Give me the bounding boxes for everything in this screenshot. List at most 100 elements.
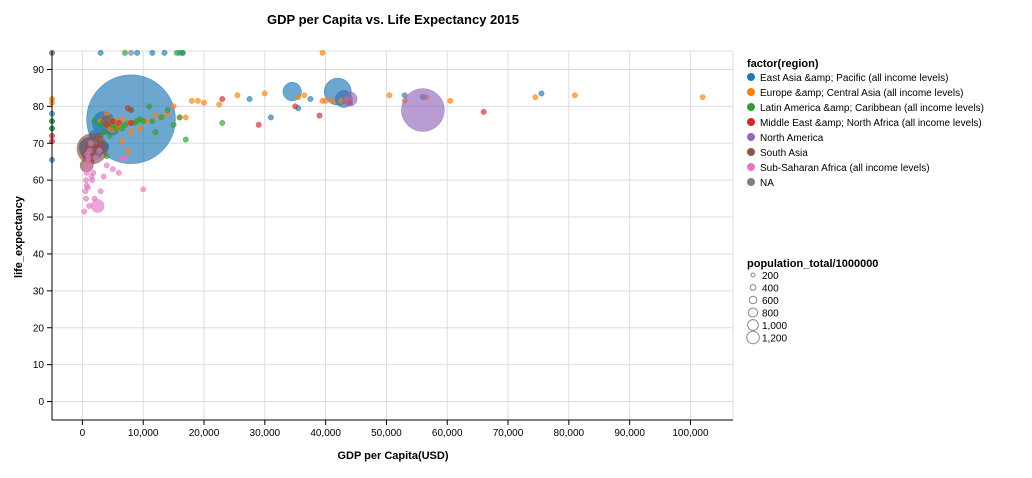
legend-label: North America (760, 133, 824, 144)
size-legend-title: population_total/1000000 (747, 258, 878, 270)
data-point (267, 114, 274, 121)
data-point (182, 114, 189, 121)
x-tick-label: 100,000 (672, 428, 709, 439)
y-tick-label: 20 (33, 323, 45, 334)
data-point (401, 88, 445, 132)
data-point (87, 162, 94, 169)
legend-label: South Asia (760, 148, 808, 159)
data-point (571, 92, 578, 99)
x-tick-label: 40,000 (310, 428, 341, 439)
data-point (261, 90, 268, 97)
data-point (152, 112, 159, 119)
legend-swatch (747, 103, 755, 111)
y-tick-label: 30 (33, 286, 45, 297)
data-point (152, 129, 159, 136)
data-point (81, 208, 88, 215)
data-point (246, 96, 253, 102)
data-point (122, 155, 128, 161)
data-point (292, 103, 299, 110)
data-point (137, 116, 144, 123)
x-tick-label: 80,000 (554, 428, 585, 439)
y-tick-label: 50 (33, 213, 45, 224)
data-point (316, 112, 323, 119)
y-tick-label: 70 (33, 139, 45, 150)
size-legend-label: 200 (762, 271, 779, 282)
y-tick-label: 90 (33, 65, 45, 76)
data-point (322, 97, 329, 104)
data-point (86, 203, 93, 209)
legend-swatch (747, 148, 755, 156)
data-point (87, 140, 94, 147)
legend-label: Sub-Saharan Africa (all income levels) (760, 163, 930, 174)
x-tick-label: 20,000 (189, 428, 220, 439)
data-point (122, 121, 128, 128)
data-point (103, 162, 110, 169)
y-tick-label: 10 (33, 360, 45, 371)
data-point (149, 49, 156, 56)
data-point (319, 49, 326, 56)
data-point (170, 103, 177, 110)
x-tick-label: 10,000 (128, 428, 159, 439)
y-tick-label: 80 (33, 102, 45, 113)
data-point (122, 49, 128, 56)
data-point (447, 97, 454, 104)
data-point (146, 103, 153, 110)
legend-label: Europe &amp; Central Asia (all income le… (760, 88, 963, 99)
data-point (89, 177, 96, 184)
legend-label: East Asia &amp; Pacific (all income leve… (760, 73, 948, 84)
size-legend-label: 1,000 (762, 321, 787, 332)
size-legend-label: 800 (762, 309, 779, 320)
data-point (96, 147, 103, 154)
data-point (118, 138, 125, 145)
chart-title: GDP per Capita vs. Life Expectancy 2015 (267, 12, 519, 27)
legend-swatch (747, 88, 755, 96)
data-point (128, 107, 134, 113)
size-legend-swatch (747, 307, 759, 318)
x-tick-label: 90,000 (614, 428, 645, 439)
size-legend-label: 1,200 (762, 334, 787, 345)
data-point (97, 49, 104, 56)
data-point (100, 173, 107, 180)
data-point (83, 182, 90, 189)
data-point (140, 186, 147, 193)
size-legend-label: 400 (762, 284, 779, 295)
data-point (170, 121, 177, 128)
data-point (137, 125, 144, 132)
data-point (97, 132, 104, 139)
size-legend-swatch (749, 284, 757, 291)
y-tick-label: 0 (38, 397, 44, 408)
data-point (134, 49, 141, 56)
data-point (173, 49, 180, 56)
data-point (182, 136, 189, 143)
data-point (201, 99, 207, 106)
data-point (295, 94, 302, 101)
y-tick-label: 40 (33, 249, 45, 260)
data-point (128, 120, 134, 126)
data-point (532, 94, 539, 101)
data-point (234, 92, 241, 99)
data-point (97, 188, 104, 195)
data-point (161, 49, 168, 56)
data-point (84, 151, 91, 158)
data-point (307, 96, 314, 102)
data-point (179, 49, 186, 56)
data-point (216, 101, 223, 108)
data-point (90, 169, 97, 176)
legend-label: Latin America &amp; Caribbean (all incom… (760, 103, 984, 114)
data-point (386, 92, 393, 99)
data-point (538, 90, 545, 97)
data-point (342, 91, 358, 107)
y-tick-label: 60 (33, 176, 45, 187)
data-point (106, 132, 113, 139)
data-point (128, 49, 134, 56)
legend-label: Middle East &amp; North Africa (all inco… (760, 118, 982, 129)
axes: 0 10,000 20,000 30,000 40,000 50,000 60,000 70,… (33, 51, 733, 439)
size-legend-swatch (750, 272, 756, 278)
data-point (128, 129, 134, 136)
size-legend-label: 600 (762, 296, 779, 307)
x-tick-label: 0 (80, 428, 86, 439)
legend-swatch (747, 73, 755, 81)
y-axis-title: life_expectancy (13, 195, 25, 278)
